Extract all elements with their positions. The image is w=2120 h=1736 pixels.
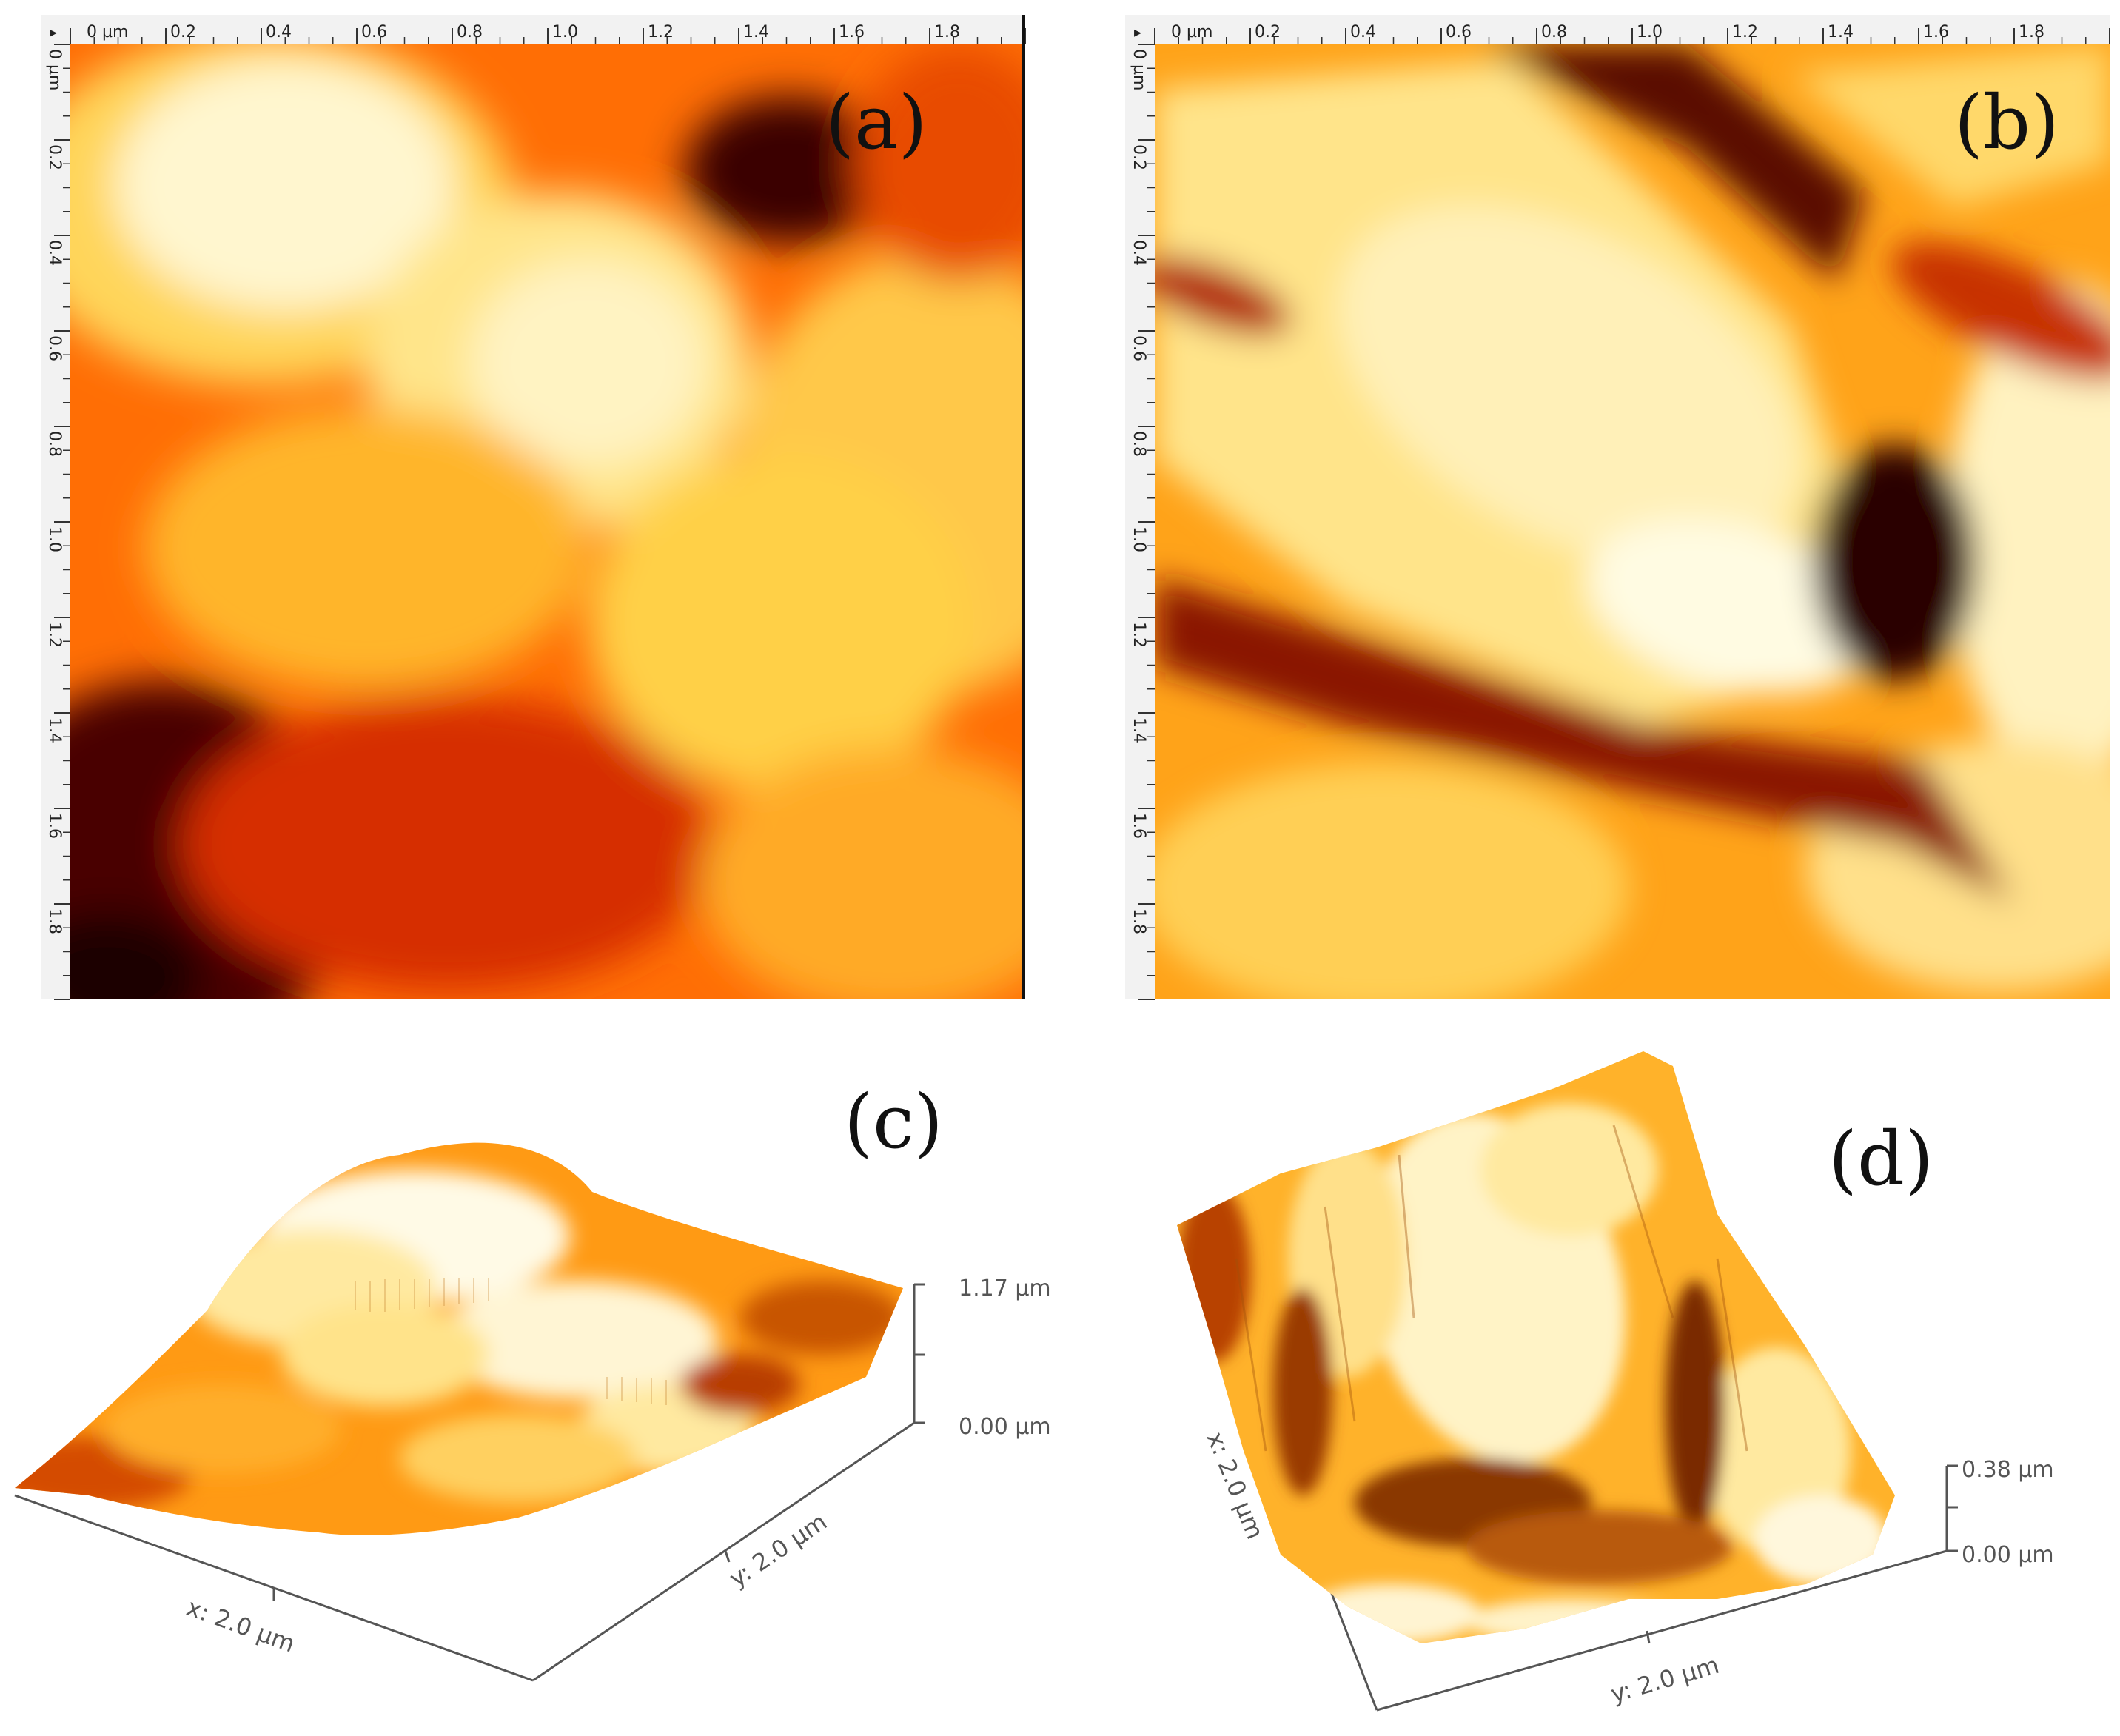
ruler-tick-label: 1.8: [934, 23, 960, 41]
ruler-tick-label: 1.2: [45, 622, 64, 648]
left-ruler-unit-label: 0 µm: [1130, 49, 1148, 90]
ruler-tick-label: 1.0: [45, 526, 64, 552]
afm-height-map-a: ▸ 0 µm 0.2 0.4 0.6 0.8 1.0 1.2 1.4 1.6 1.8 0.2 0.…: [41, 15, 1026, 1000]
z-max-label-c: 1.17 µm: [959, 1276, 1051, 1301]
surface-d-graphic: (d) 0.38 µm 0.00 µm x: 2.0 µm y: 2.0 µm: [1177, 1051, 2054, 1712]
top-ruler-a: [41, 15, 1025, 44]
ruler-tick-label: 0.6: [361, 23, 387, 41]
height-map-a-graphic: ▸ 0 µm 0.2 0.4 0.6 0.8 1.0 1.2 1.4 1.6 1.8 0.2 0.…: [41, 15, 1026, 1000]
afm-3d-surface-d: (d) 0.38 µm 0.00 µm x: 2.0 µm y: 2.0 µm: [1155, 1036, 2120, 1736]
y-axis-line-d: [1376, 1549, 1948, 1712]
panel-label-c: (c): [844, 1079, 943, 1165]
ruler-tick-label: 1.4: [743, 23, 769, 41]
ruler-marker-icon: ▸: [50, 23, 57, 41]
surface-c-mesh: [15, 1142, 903, 1535]
ruler-tick-label: 0.6: [1130, 335, 1148, 361]
ruler-tick-label: 1.8: [1130, 908, 1148, 934]
ruler-tick-label: 1.2: [648, 23, 674, 41]
scan-edge-line: [1022, 15, 1025, 999]
ruler-tick-label: 0.2: [170, 23, 196, 41]
ruler-tick-label: 0.8: [45, 431, 64, 457]
y-axis-label-c: y: 2.0 µm: [724, 1507, 832, 1592]
ruler-tick-label: 1.0: [1637, 23, 1663, 41]
panel-label-d: (d): [1828, 1116, 1933, 1202]
ruler-tick-label: 1.8: [45, 908, 64, 934]
left-ruler-b: [1125, 15, 1155, 999]
ruler-tick-label: 0.2: [45, 144, 64, 170]
ruler-tick-label: 0.4: [1130, 240, 1148, 266]
ruler-marker-icon-b: ▸: [1134, 23, 1141, 41]
height-map-b-features: [1155, 44, 2110, 999]
top-ruler-b: [1125, 15, 2110, 44]
ruler-tick-label: 0.4: [1350, 23, 1376, 41]
ruler-tick-label: 1.2: [1130, 622, 1148, 648]
surface-c-graphic: (c) 1.17 µm 0.00 µm x: 2.0 µm y: 2.0 µm: [14, 1079, 1051, 1682]
z-min-label-d: 0.00 µm: [1962, 1542, 2054, 1568]
ruler-tick-label: 0.6: [1446, 23, 1472, 41]
y-axis-line-c: [532, 1421, 915, 1682]
height-map-b-graphic: ▸ 0 µm 0.2 0.4 0.6 0.8 1.0 1.2 1.4 1.6 1.8 0.2 0.…: [1125, 15, 2110, 1000]
ruler-tick-label: 1.6: [1130, 813, 1148, 839]
left-ruler-a: [41, 15, 70, 999]
y-axis-label-d: y: 2.0 µm: [1608, 1651, 1722, 1709]
surface-c-hatching: [355, 1278, 667, 1405]
panel-label-a: (a): [825, 79, 928, 166]
ruler-tick-label: 0.2: [1255, 23, 1281, 41]
ruler-tick-label: 1.0: [1130, 526, 1148, 552]
ruler-unit-label-a: 0 µm: [87, 23, 128, 41]
ruler-tick-label: 1.2: [1732, 23, 1758, 41]
ruler-tick-label: 1.0: [552, 23, 578, 41]
ruler-tick-label: 1.6: [839, 23, 865, 41]
height-map-a-surface: [70, 44, 1025, 999]
ruler-tick-label: 1.8: [2019, 23, 2044, 41]
ruler-tick-label: 0.8: [457, 23, 483, 41]
ruler-tick-label: 1.6: [45, 813, 64, 839]
ruler-tick-label: 0.8: [1130, 431, 1148, 457]
ruler-tick-label: 0.6: [45, 335, 64, 361]
ruler-unit-label-b: 0 µm: [1171, 23, 1212, 41]
x-axis-label-c: x: 2.0 µm: [183, 1593, 298, 1658]
z-min-label-c: 0.00 µm: [959, 1414, 1051, 1440]
ruler-tick-label: 0.4: [266, 23, 292, 41]
ruler-tick-label: 1.6: [1923, 23, 1949, 41]
left-ruler-unit-label: 0 µm: [45, 49, 64, 90]
ruler-tick-label: 1.4: [1130, 717, 1148, 743]
afm-3d-surface-c: (c) 1.17 µm 0.00 µm x: 2.0 µm y: 2.0 µm: [0, 1044, 1073, 1736]
panel-label-b: (b): [1954, 79, 2059, 166]
ruler-tick-label: 0.4: [45, 240, 64, 266]
height-map-b-surface: [1155, 44, 2110, 999]
axes-c: [14, 1283, 925, 1682]
height-map-a-features: [70, 44, 1025, 999]
ruler-tick-label: 1.4: [45, 717, 64, 743]
ruler-tick-label: 0.2: [1130, 144, 1148, 170]
afm-height-map-b: ▸ 0 µm 0.2 0.4 0.6 0.8 1.0 1.2 1.4 1.6 1.8 0.2 0.…: [1125, 15, 2110, 1000]
ruler-tick-label: 0.8: [1541, 23, 1567, 41]
surface-d-ridges: [1235, 1125, 1748, 1452]
z-max-label-d: 0.38 µm: [1962, 1457, 2054, 1483]
ruler-tick-label: 1.4: [1828, 23, 1854, 41]
